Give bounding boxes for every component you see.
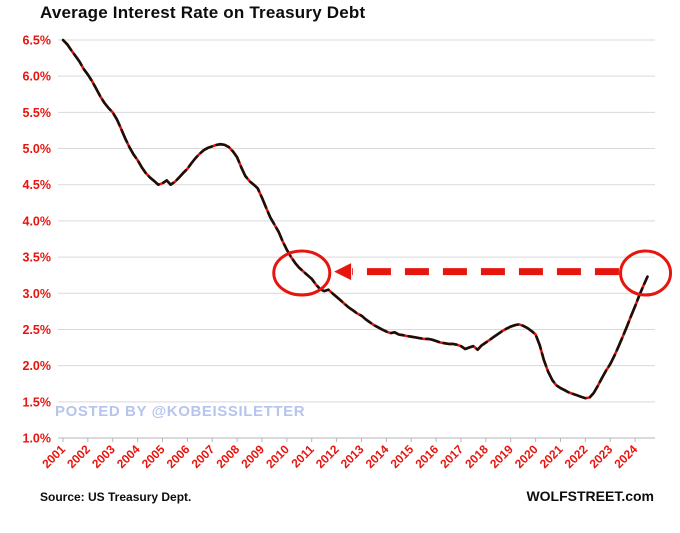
x-axis-label: 2005 [139, 442, 168, 471]
highlight-circle-2024 [619, 249, 673, 297]
x-axis-label: 2016 [412, 442, 441, 471]
x-axis-label: 2011 [289, 442, 318, 471]
x-axis-label: 2009 [238, 442, 267, 471]
site-credit: WOLFSTREET.com [526, 488, 654, 504]
x-axis-label: 2006 [164, 442, 193, 471]
chart-title: Average Interest Rate on Treasury Debt [40, 3, 366, 22]
x-axis-label: 2002 [64, 442, 93, 471]
x-axis-label: 2018 [462, 442, 491, 471]
x-axis-label: 2013 [338, 442, 367, 471]
x-axis-label: 2014 [363, 442, 392, 471]
x-axis-label: 2015 [388, 442, 417, 471]
y-axis-label: 6.0% [23, 70, 52, 84]
series-line-red-underlay [62, 39, 649, 400]
x-axis-label: 2008 [213, 442, 242, 471]
x-axis-label: 2023 [587, 442, 616, 471]
y-axis-label: 4.5% [23, 178, 52, 192]
x-axis-label: 2003 [89, 442, 118, 471]
x-axis-label: 2019 [487, 442, 516, 471]
y-axis-label: 6.5% [23, 34, 52, 48]
x-axis-label: 2021 [537, 442, 566, 471]
y-axis-label: 2.5% [23, 323, 52, 337]
y-axis-label: 3.0% [23, 287, 52, 301]
x-axis-label: 2001 [39, 442, 68, 471]
x-axis-label: 2007 [189, 442, 218, 471]
y-axis-label: 2.0% [23, 359, 52, 373]
highlight-circle-2010 [272, 249, 332, 297]
x-axis-label: 2020 [512, 442, 541, 471]
y-axis-label: 4.0% [23, 214, 52, 228]
y-axis-label: 5.5% [23, 106, 52, 120]
x-axis-label: 2017 [437, 442, 466, 471]
source-credit: Source: US Treasury Dept. [40, 490, 192, 504]
series-line [61, 38, 649, 400]
y-axis-label: 5.0% [23, 142, 52, 156]
x-axis-label: 2010 [263, 442, 292, 471]
arrow-head-icon [334, 263, 352, 281]
x-axis-label: 2022 [562, 442, 591, 471]
x-axis-label: 2012 [313, 442, 342, 471]
x-axis-label: 2024 [611, 442, 640, 471]
watermark: POSTED BY @KOBEISSILETTER [55, 403, 306, 420]
y-axis-label: 3.5% [23, 251, 52, 265]
y-axis-label: 1.5% [23, 395, 52, 409]
x-axis-label: 2004 [114, 442, 143, 471]
y-axis-label: 1.0% [23, 432, 52, 446]
